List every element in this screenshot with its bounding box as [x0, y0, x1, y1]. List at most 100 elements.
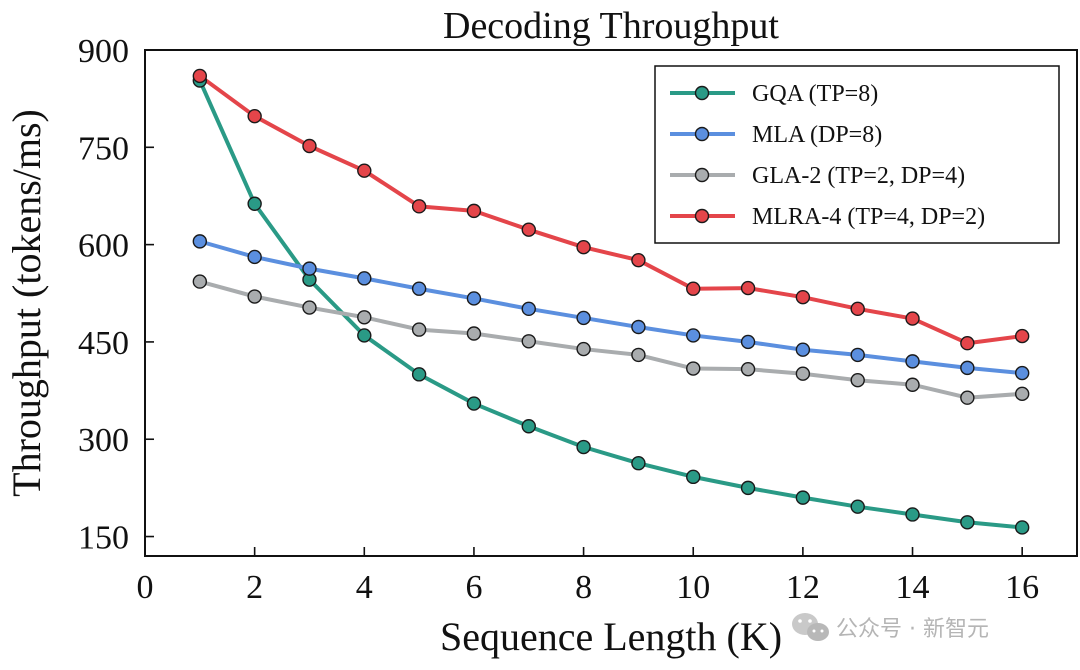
data-point-gqa [686, 469, 701, 485]
data-point-mlra-4 [302, 138, 317, 154]
data-point-mlra-4 [850, 301, 865, 317]
data-point-gqa [357, 328, 372, 343]
y-tick-label: 450 [78, 325, 129, 362]
data-point-gqa [850, 499, 865, 514]
data-point-mlra-4 [466, 203, 482, 219]
x-tick-label: 14 [896, 569, 930, 606]
data-point-gla-2 [192, 274, 208, 289]
data-point-mla [795, 342, 811, 357]
data-point-gqa [740, 480, 756, 496]
data-point-mlra-4 [686, 281, 701, 296]
data-point-mlra-4 [521, 222, 536, 237]
y-tick-label: 300 [78, 422, 129, 459]
legend-label: MLA (DP=8) [752, 122, 882, 148]
data-point-gla-2 [850, 372, 865, 388]
wechat-icon [792, 613, 829, 641]
data-point-gqa [631, 456, 646, 471]
data-point-gla-2 [686, 361, 701, 376]
x-tick-label: 12 [786, 569, 820, 606]
data-point-mlra-4 [576, 240, 591, 255]
data-point-mla [740, 334, 756, 350]
data-point-gla-2 [411, 322, 427, 337]
chart-title: Decoding Throughput [443, 5, 779, 47]
y-tick-label: 600 [78, 228, 129, 265]
data-point-mla [960, 360, 975, 376]
x-tick-label: 4 [356, 569, 373, 606]
data-point-gla-2 [1014, 386, 1030, 402]
data-point-mla [192, 234, 208, 249]
watermark: 公众号 · 新智元 [792, 613, 989, 642]
data-point-gla-2 [302, 300, 317, 315]
series-points [192, 68, 1030, 535]
legend: GQA (TP=8) MLA (DP=8) GLA-2 (TP=2, DP=4) ML… [654, 65, 1060, 244]
data-point-mla [686, 328, 701, 343]
series-line-mlra-4 [197, 73, 1025, 346]
axis-ticks [144, 49, 1023, 556]
data-point-gqa [795, 490, 811, 505]
y-tick-label: 150 [78, 520, 129, 557]
series-line-gqa [197, 78, 1025, 530]
legend-item-gqa: GQA (TP=8) [670, 81, 878, 107]
x-tick-label: 6 [465, 569, 482, 606]
legend-item-mla: MLA (DP=8) [670, 122, 882, 148]
data-point-mlra-4 [192, 68, 208, 84]
x-tick-label: 8 [575, 569, 592, 606]
y-tick-label: 900 [78, 33, 129, 70]
data-point-gla-2 [795, 366, 811, 381]
data-point-mla [302, 261, 317, 276]
tick-labels: 0 2 4 6 8 10 12 14 16 150 300 450 600 750 900 [78, 33, 1039, 606]
data-point-gla-2 [576, 341, 591, 357]
data-point-gla-2 [960, 390, 975, 405]
legend-swatch-marker [694, 85, 710, 101]
data-point-gqa [521, 419, 536, 434]
data-point-mlra-4 [740, 280, 756, 296]
data-point-mlra-4 [905, 311, 920, 326]
watermark-text: 公众号 · 新智元 [836, 617, 989, 642]
legend-label: MLRA-4 (TP=4, DP=2) [752, 204, 985, 230]
data-point-mlra-4 [631, 252, 646, 268]
data-point-mla [631, 319, 646, 335]
legend-item-mlra-4: MLRA-4 (TP=4, DP=2) [670, 204, 985, 230]
data-point-mlra-4 [795, 289, 811, 305]
data-point-gqa [960, 515, 975, 530]
data-point-gqa [466, 396, 482, 411]
data-point-gqa [905, 507, 920, 522]
series-line-gla-2 [197, 279, 1025, 400]
legend-box [654, 65, 1060, 244]
data-point-mlra-4 [960, 336, 975, 351]
plot-frame [144, 49, 1078, 557]
data-point-mla [466, 291, 482, 306]
data-point-gqa [411, 367, 427, 382]
data-point-mlra-4 [411, 199, 427, 214]
x-tick-label: 0 [137, 569, 154, 606]
legend-swatch-marker [694, 126, 710, 142]
data-point-gla-2 [905, 377, 920, 392]
x-tick-label: 2 [246, 569, 263, 606]
data-point-mla [576, 310, 591, 326]
data-point-gqa [576, 439, 591, 455]
data-point-mla [411, 281, 427, 296]
series-line-mla [197, 239, 1025, 376]
legend-label: GLA-2 (TP=2, DP=4) [752, 163, 965, 189]
data-point-gqa [247, 196, 262, 211]
x-axis-title: Sequence Length (K) [440, 614, 782, 659]
data-point-mla [905, 354, 920, 369]
data-point-gla-2 [740, 361, 756, 377]
y-tick-label: 750 [78, 130, 129, 167]
data-point-mla [357, 271, 372, 286]
data-point-mlra-4 [247, 108, 262, 124]
data-point-gla-2 [466, 326, 482, 341]
series-lines [197, 73, 1025, 530]
data-point-mla [850, 347, 865, 363]
legend-item-gla-2: GLA-2 (TP=2, DP=4) [670, 163, 965, 189]
data-point-gla-2 [247, 289, 262, 304]
data-point-gla-2 [631, 347, 646, 363]
legend-swatch-marker [694, 208, 710, 224]
legend-swatch-marker [694, 167, 710, 183]
y-axis-title: Throughput (tokens/ms) [4, 109, 49, 497]
data-point-gqa [1014, 520, 1030, 535]
data-point-gla-2 [357, 310, 372, 325]
x-tick-label: 10 [676, 569, 710, 606]
data-point-gla-2 [521, 334, 536, 349]
